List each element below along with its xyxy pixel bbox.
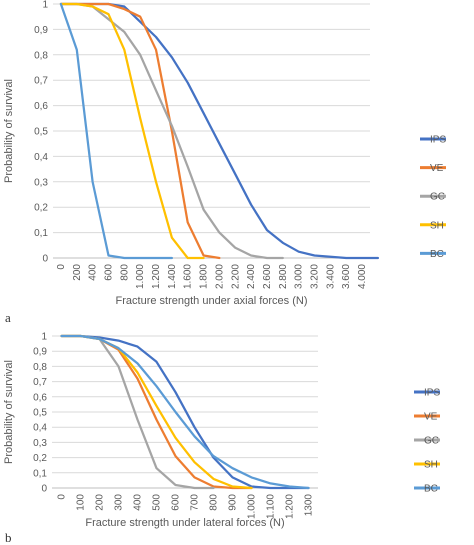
x-tick-label: 2.600 [262, 264, 273, 289]
x-tick-label: 800 [119, 264, 130, 281]
x-tick-label: 1.800 [199, 264, 210, 289]
x-tick-label: 200 [72, 264, 83, 281]
y-tick-label: 0,7 [34, 76, 48, 87]
x-tick-label: 3.000 [294, 264, 305, 289]
x-tick-label: 300 [114, 494, 125, 511]
y-tick-label: 0,2 [34, 203, 48, 214]
legend-label-sh: SH [430, 220, 444, 231]
legend-label-gc: GC [424, 436, 439, 447]
x-tick-label: 1.600 [183, 264, 194, 289]
y-tick-label: 0 [42, 254, 48, 265]
x-tick-label: 1.000 [135, 264, 146, 289]
y-axis-title: Probability of survival [3, 360, 15, 464]
x-tick-label: 0 [56, 264, 67, 270]
y-tick-label: 0 [41, 484, 47, 495]
x-tick-label: 200 [95, 494, 106, 511]
x-tick-label: 1.100 [266, 494, 277, 519]
series-line-ve [59, 2, 221, 260]
x-tick-label: 4.000 [357, 264, 368, 289]
y-tick-label: 0,3 [33, 438, 47, 449]
x-axis-title: Fracture strength under axial forces (N) [116, 295, 308, 307]
x-tick-label: 2.800 [278, 264, 289, 289]
y-tick-label: 0,6 [33, 392, 47, 403]
x-tick-label: 1.000 [247, 494, 258, 519]
x-tick-label: 1300 [304, 494, 315, 517]
legend-label-ve: VE [430, 163, 444, 174]
y-tick-label: 0,8 [34, 50, 48, 61]
series-line-sh [59, 2, 205, 260]
series-line-gc [59, 2, 284, 260]
x-tick-label: 0 [57, 494, 68, 500]
x-tick-label: 900 [228, 494, 239, 511]
series-line-bc [60, 334, 310, 490]
x-tick-label: 400 [133, 494, 144, 511]
x-tick-label: 3.600 [341, 264, 352, 289]
x-tick-label: 800 [209, 494, 220, 511]
y-tick-label: 0,8 [33, 362, 47, 373]
y-tick-label: 0,9 [34, 25, 48, 36]
chart-panel-a: 0 0,1 0,2 0,3 0,4 0,5 0,6 0,7 0,8 0,9 1 0 200 400 600 8… [3, 0, 446, 325]
x-tick-label: 100 [76, 494, 87, 511]
x-axis-title: Fracture strength under lateral forces (… [85, 517, 284, 529]
x-tick-label: 500 [152, 494, 163, 511]
y-tick-label: 0,3 [34, 177, 48, 188]
y-tick-label: 0,2 [33, 453, 47, 464]
panel-letter: a [5, 310, 11, 325]
x-tick-label: 2.200 [230, 264, 241, 289]
y-tick-label: 0,9 [33, 347, 47, 358]
x-tick-label: 1.200 [285, 494, 296, 519]
x-tick-label: 600 [103, 264, 114, 281]
y-axis-title: Probability of survival [3, 79, 15, 183]
x-tick-label: 600 [171, 494, 182, 511]
legend-label-bc: BC [430, 249, 444, 260]
y-tick-label: 0,4 [34, 152, 48, 163]
panel-letter: b [5, 530, 12, 545]
legend-label-bc: BC [424, 484, 438, 495]
series-line-ips [60, 334, 310, 490]
x-tick-label: 3.200 [310, 264, 321, 289]
x-tick-label: 1.400 [167, 264, 178, 289]
legend-label-gc: GC [430, 192, 445, 203]
y-tick-label: 1 [41, 332, 47, 343]
legend-label-sh: SH [424, 460, 438, 471]
x-tick-label: 2.400 [246, 264, 257, 289]
y-tick-label: 0,4 [33, 423, 47, 434]
y-tick-label: 0,5 [33, 408, 47, 419]
chart-panel-b: 0 0,1 0,2 0,3 0,4 0,5 0,6 0,7 0,8 0,9 1 0 100 200 300 4… [3, 332, 440, 545]
legend-label-ips: IPS [424, 388, 440, 399]
legend-label-ips: IPS [430, 135, 446, 146]
y-tick-label: 0,6 [34, 101, 48, 112]
x-tick-label: 700 [190, 494, 201, 511]
x-tick-label: 2.000 [214, 264, 225, 289]
legend-label-ve: VE [424, 412, 438, 423]
y-tick-label: 1 [42, 0, 48, 11]
x-tick-label: 1.200 [151, 264, 162, 289]
y-tick-label: 0,1 [33, 468, 47, 479]
series-line-bc [59, 2, 174, 260]
y-tick-label: 0,5 [34, 127, 48, 138]
x-tick-label: 400 [88, 264, 99, 281]
x-tick-label: 3.400 [325, 264, 336, 289]
y-tick-label: 0,1 [34, 228, 48, 239]
y-tick-label: 0,7 [33, 377, 47, 388]
